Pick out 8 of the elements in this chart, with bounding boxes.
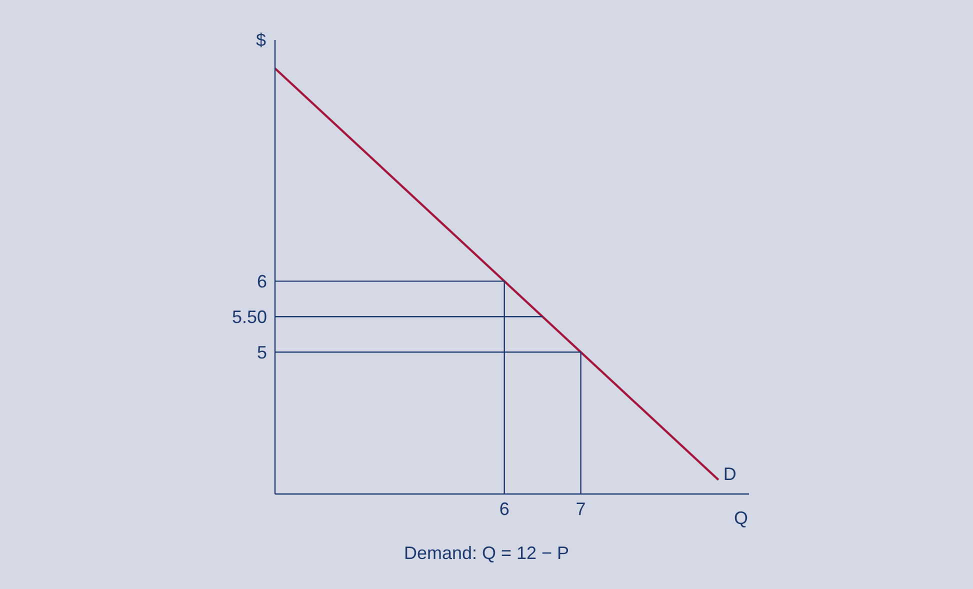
y-axis-title: $	[256, 30, 266, 50]
x-axis-title: Q	[734, 508, 748, 528]
x-tick-label: 7	[576, 498, 586, 519]
y-tick-label: 5.50	[232, 307, 267, 328]
y-tick-label: 6	[256, 272, 267, 292]
annotation: D	[723, 464, 736, 484]
text: Demand: Q = 12 − P	[402, 543, 570, 564]
y-tick-label: 5	[256, 342, 267, 363]
